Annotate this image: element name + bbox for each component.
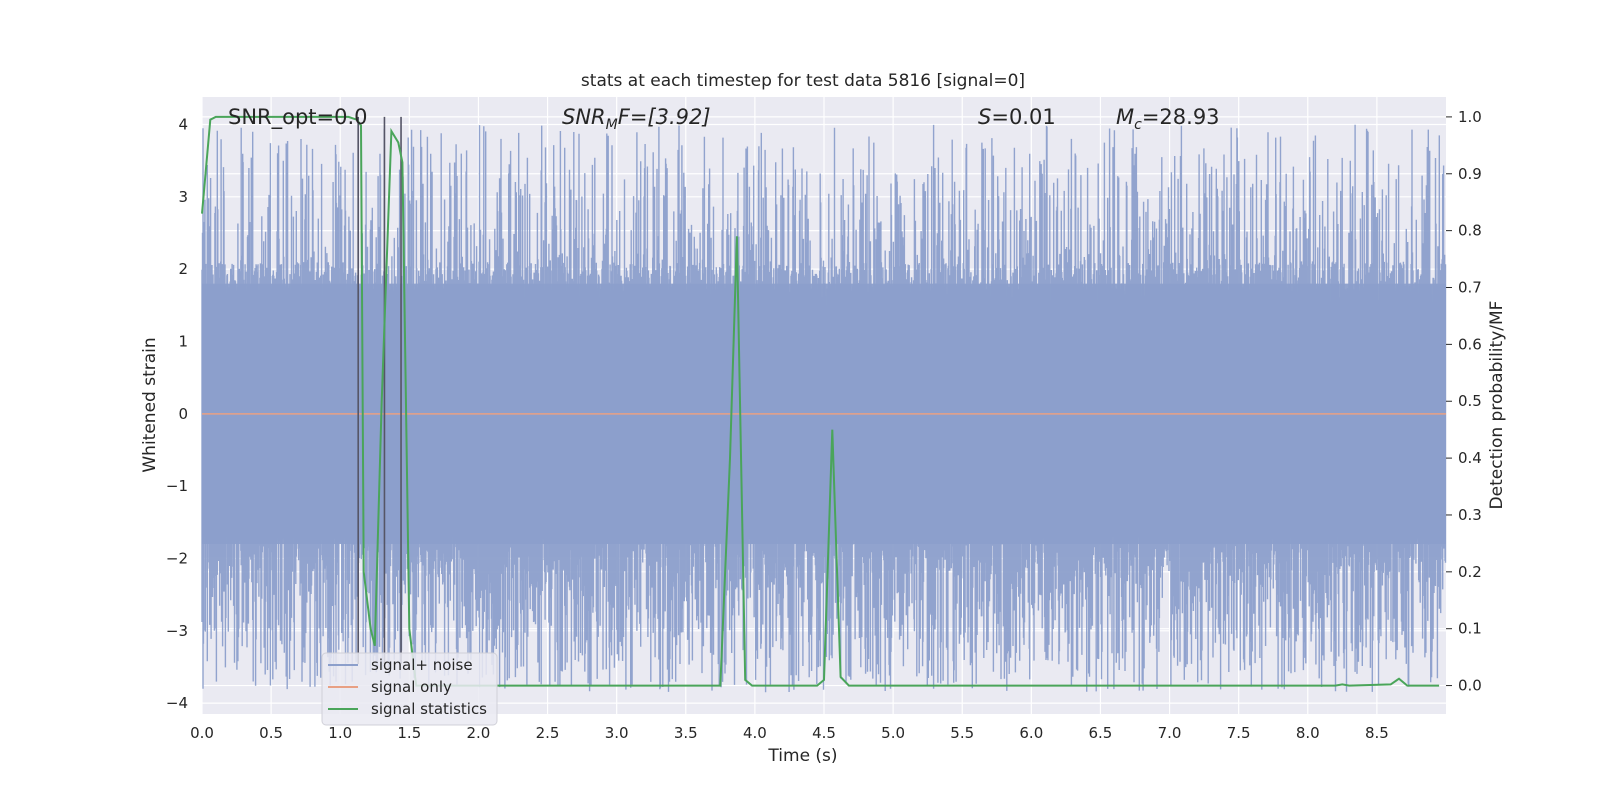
y-left-tick-label: 0 (178, 405, 188, 423)
annotation-snr-opt: SNR_opt=0.0 (228, 105, 368, 130)
x-tick-label: 2.0 (467, 724, 491, 742)
legend-box (321, 652, 498, 726)
y-right-tick-label: 0.0 (1458, 677, 1482, 695)
x-tick-label: 6.5 (1089, 724, 1113, 742)
y-left-axis-label: Whitened strain (140, 337, 160, 472)
annotation-mc: Mc=28.93 (1116, 105, 1220, 133)
x-tick-label: 5.0 (881, 724, 905, 742)
y-left-tick-label: 4 (178, 115, 188, 133)
x-tick-label: 0.5 (259, 724, 283, 742)
chart-title: stats at each timestep for test data 581… (581, 71, 1025, 91)
y-right-tick-label: 0.6 (1458, 335, 1482, 353)
y-left-tick-label: −2 (166, 549, 188, 567)
x-tick-label: 1.0 (328, 724, 352, 742)
y-right-tick-label: 1.0 (1458, 108, 1482, 126)
annotation-snr-mf: SNRMF=[3.92] (562, 105, 711, 133)
y-left-tick-label: 3 (178, 188, 188, 206)
y-left-tick-label: −1 (166, 477, 188, 495)
y-right-axis-ticks: 1.0 0.9 0.8 0.7 0.6 0.5 0.4 0.3 0.2 0.1 0.0 (1446, 108, 1482, 695)
y-left-tick-label: 2 (178, 260, 188, 278)
y-right-tick-label: 0.1 (1458, 620, 1482, 638)
legend-label-signal-statistics: signal statistics (371, 700, 487, 718)
y-right-tick-label: 0.2 (1458, 563, 1482, 581)
x-tick-label: 3.5 (674, 724, 698, 742)
x-tick-label: 2.5 (536, 724, 560, 742)
noise-trace (201, 124, 1447, 693)
y-left-axis-ticks: 4 3 2 1 0 −1 −2 −3 −4 (166, 115, 188, 712)
annotation-s: S=0.01 (978, 105, 1056, 129)
x-tick-label: 7.0 (1158, 724, 1182, 742)
y-right-tick-label: 0.9 (1458, 165, 1482, 183)
x-tick-label: 7.5 (1227, 724, 1251, 742)
legend: signal+ noise signal only signal statist… (321, 652, 498, 726)
y-right-tick-label: 0.4 (1458, 449, 1482, 467)
y-left-tick-label: −3 (166, 622, 188, 640)
legend-label-signal-plus-noise: signal+ noise (371, 656, 473, 674)
y-right-tick-label: 0.8 (1458, 222, 1482, 240)
signal-statistics-line (201, 115, 1440, 687)
x-axis-label: Time (s) (767, 746, 837, 766)
y-right-axis-label: Detection probability/MF (1487, 301, 1507, 510)
x-tick-label: 8.5 (1365, 724, 1389, 742)
y-left-tick-label: 1 (178, 332, 188, 350)
y-right-tick-label: 0.3 (1458, 506, 1482, 524)
y-right-tick-label: 0.7 (1458, 279, 1482, 297)
vertical-markers (357, 116, 402, 664)
x-tick-label: 1.5 (397, 724, 421, 742)
x-tick-label: 3.0 (605, 724, 629, 742)
x-tick-label: 0.0 (190, 724, 214, 742)
x-tick-label: 4.5 (812, 724, 836, 742)
x-axis-ticks: 0.0 0.5 1.0 1.5 2.0 2.5 3.0 3.5 4.0 4.5 5.0 5.5 6.0 6… (190, 724, 1389, 742)
series-signal-statistics (201, 115, 1440, 687)
x-tick-label: 5.5 (950, 724, 974, 742)
x-tick-label: 6.0 (1019, 724, 1043, 742)
x-tick-label: 8.0 (1296, 724, 1320, 742)
x-tick-label: 4.0 (743, 724, 767, 742)
y-right-tick-label: 0.5 (1458, 392, 1482, 410)
legend-label-signal-only: signal only (371, 678, 452, 696)
y-left-tick-label: −4 (166, 694, 188, 712)
